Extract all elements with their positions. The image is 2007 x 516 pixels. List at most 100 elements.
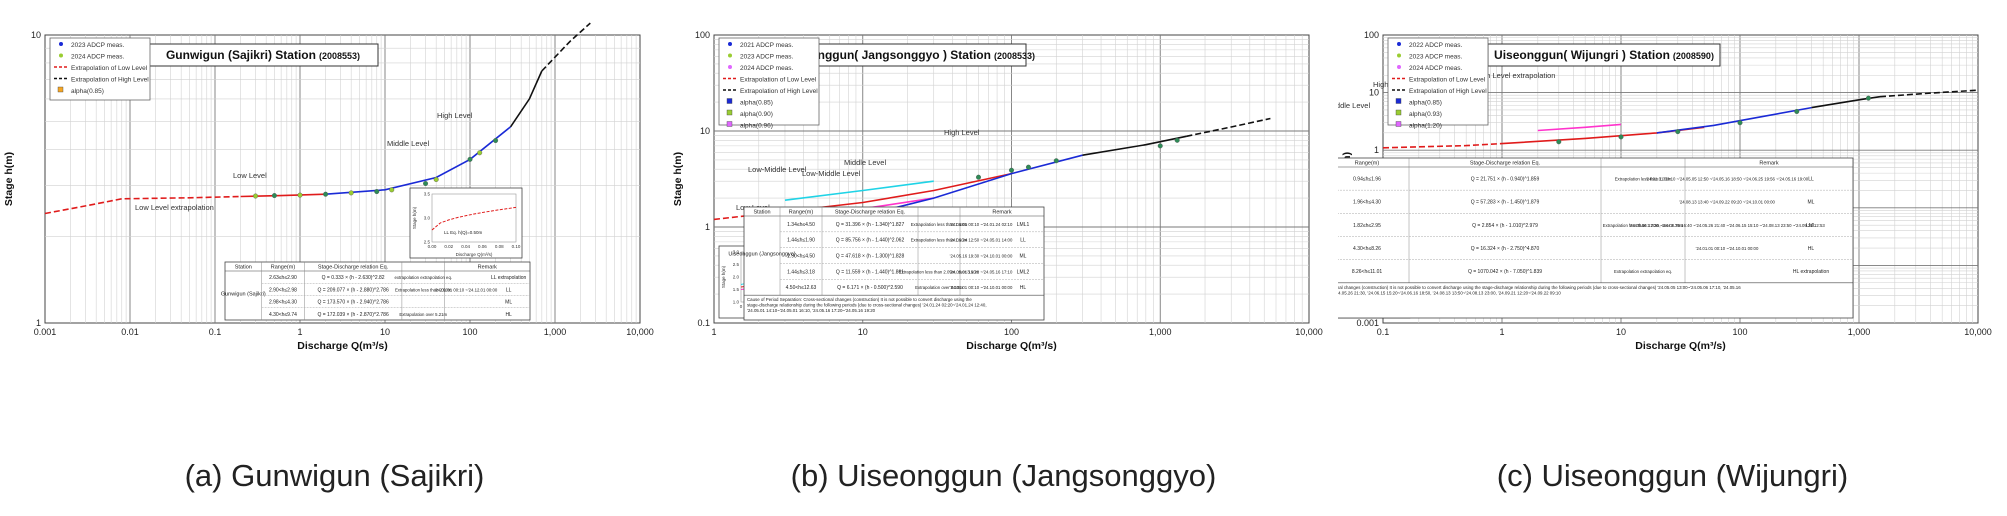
- legend-entry: 2023 ADCP meas.: [1409, 54, 1463, 61]
- table-note: extrapolation extrapolation eq.: [394, 275, 452, 280]
- table-equation: Q = 57.283 × (h - 1.450)^1.879: [1471, 200, 1540, 206]
- y-tick-label: 1: [1374, 145, 1379, 155]
- legend-swatch: [728, 65, 732, 69]
- curve-annotation: High Level: [944, 128, 980, 137]
- table-equation: Q = 173.570 × (h - 2.940)^2.786: [317, 300, 389, 306]
- y-tick-label: 0.001: [1356, 318, 1379, 328]
- table-level-type: LML2: [1017, 269, 1030, 275]
- table-range: 1.82≤h≤2.95: [1353, 223, 1381, 229]
- legend-entry: 2022 ADCP meas.: [1409, 42, 1463, 49]
- curve-annotation: Middle Level: [844, 158, 886, 167]
- table-cause-text: Cause of Period Separation: Cross-sectio…: [1338, 285, 1741, 290]
- table-note: Extrapolation less than 1.60m: [911, 238, 968, 243]
- table-equation: Q = 31.396 × (h - 1.340)^1.827: [836, 222, 905, 228]
- table-range: 1.96<h≤4.30: [1353, 200, 1381, 206]
- inset-y-tick: 3.0: [424, 216, 431, 221]
- x-tick-label: 100: [1732, 327, 1747, 337]
- measurement-point: [1009, 167, 1015, 173]
- table-level-type: ML: [505, 300, 512, 306]
- table-header: Remark: [478, 265, 498, 271]
- measurement-point: [433, 176, 439, 182]
- series-line: [1811, 95, 1881, 109]
- measurement-point: [477, 150, 483, 156]
- table-equation: Q = 11.559 × (h - 1.440)^1.861: [836, 269, 904, 275]
- measurement-point: [1675, 129, 1681, 135]
- measurement-point: [374, 189, 380, 195]
- measurement-point: [1556, 139, 1562, 145]
- measurement-point: [1157, 143, 1163, 149]
- x-tick-label: 10: [1616, 327, 1626, 337]
- inset-y-tick: 1.5: [733, 287, 740, 292]
- series-line: [784, 180, 934, 201]
- legend-box: [1387, 37, 1489, 126]
- x-tick-label: 1: [1499, 327, 1504, 337]
- table-period: '24.08.13 13:40 ~'24.09.22 09:20 ~'24.10…: [1679, 200, 1775, 205]
- y-tick-label: 10: [700, 126, 710, 136]
- legend-entry: alpha(1.20): [1409, 123, 1442, 130]
- x-tick-label: 0.001: [34, 327, 57, 337]
- chart-title: Gunwigun (Sajikri) Station (2008553): [166, 48, 360, 62]
- legend-entry: alpha(0.85): [740, 100, 773, 107]
- y-tick-label: 1: [705, 222, 710, 232]
- table-period: '24.01.24 12:50 ~'24.05.01 14:00: [950, 238, 1013, 243]
- y-tick-label: 10: [31, 30, 41, 40]
- legend-box: [718, 37, 820, 126]
- x-axis-label: Discharge Q(m³/s): [1635, 340, 1725, 352]
- legend-swatch: [726, 121, 733, 127]
- legend-swatch: [59, 42, 63, 46]
- series-line: [1082, 135, 1187, 156]
- table-range: 1.44≤h≤3.18: [787, 269, 815, 275]
- legend-entry: 2024 ADCP meas.: [740, 65, 794, 72]
- legend-swatch: [728, 42, 732, 46]
- table-period: '24.01.01 00:10 ~'24.10.01 00:00: [1696, 246, 1759, 251]
- measurement-point: [1737, 120, 1743, 126]
- table-range: 4.30<h≤9.74: [269, 312, 297, 318]
- table-header: Range(m): [1355, 161, 1380, 167]
- inset-label: LL Eq. h(Q)=0.50m: [444, 230, 482, 235]
- x-axis-label: Discharge Q(m³/s): [297, 340, 387, 352]
- curve-annotation: Low Level extrapolation: [135, 203, 214, 212]
- x-tick-label: 100: [462, 327, 477, 337]
- measurement-point: [1618, 134, 1624, 140]
- inset-x-tick: 0.02: [444, 244, 453, 249]
- measurement-point: [253, 193, 259, 199]
- caption-b: (b) Uiseonggun (Jangsonggyo): [790, 458, 1217, 493]
- y-tick-label: 0.1: [697, 318, 710, 328]
- legend-entry: Extrapolation of High Level: [740, 88, 818, 95]
- table-equation: Q = 209.077 × (h - 2.880)^2.786: [317, 287, 389, 293]
- equation-table: [224, 261, 531, 321]
- table-level-type: LML1: [1017, 222, 1030, 228]
- legend-swatch: [1397, 53, 1401, 58]
- measurement-point: [1865, 95, 1871, 101]
- table-range: 2.90<h≤2.98: [269, 287, 297, 293]
- legend-swatch: [1395, 98, 1402, 104]
- series-line: [1537, 123, 1622, 132]
- table-cause-text: Cause of Period Separation: Cross-sectio…: [747, 297, 972, 302]
- table-header: Stage-Discharge relation Eq.: [835, 210, 906, 216]
- legend-swatch: [726, 98, 733, 104]
- table-equation: Q = 0.333 × (h - 2.630)^2.82: [322, 275, 385, 281]
- x-tick-label: 10,000: [626, 327, 654, 337]
- y-axis-label: Stage h(m): [672, 152, 684, 206]
- x-tick-label: 1,000: [544, 327, 567, 337]
- table-period: '24.05.01 16:20 ~'24.05.16 17:10: [950, 269, 1013, 274]
- y-tick-label: 100: [695, 30, 710, 40]
- y-axis-label: Stage h(m): [3, 152, 15, 206]
- curve-annotation: Middle Level: [387, 139, 429, 148]
- inset-y-tick: 2.0: [733, 275, 740, 280]
- rating-curve-chart: 0.001 0.01 0.1 1 10 100 1,000 10,000 1 10 Discharg…: [3, 22, 654, 352]
- legend-entry: 2024 ADCP meas.: [1409, 65, 1463, 72]
- table-range: 2.98<h≤4.30: [269, 300, 297, 306]
- table-note: Extrapolation over 8.10m: [915, 285, 963, 290]
- station-code: (2008590): [1673, 51, 1714, 61]
- legend-entry: alpha(0.90): [740, 111, 773, 118]
- curve-annotation: High Level: [437, 111, 473, 120]
- table-level-type: HL: [1020, 285, 1027, 291]
- x-tick-label: 100: [1004, 327, 1019, 337]
- table-header: Range(m): [271, 265, 296, 271]
- x-tick-label: 10: [380, 327, 390, 337]
- caption-c: (c) Uiseonggun (Wijungri): [1496, 458, 1849, 493]
- series-line: [541, 22, 591, 72]
- table-cause-text: stage-discharge relationship during the …: [747, 303, 987, 308]
- station-code: (2008553): [319, 51, 360, 61]
